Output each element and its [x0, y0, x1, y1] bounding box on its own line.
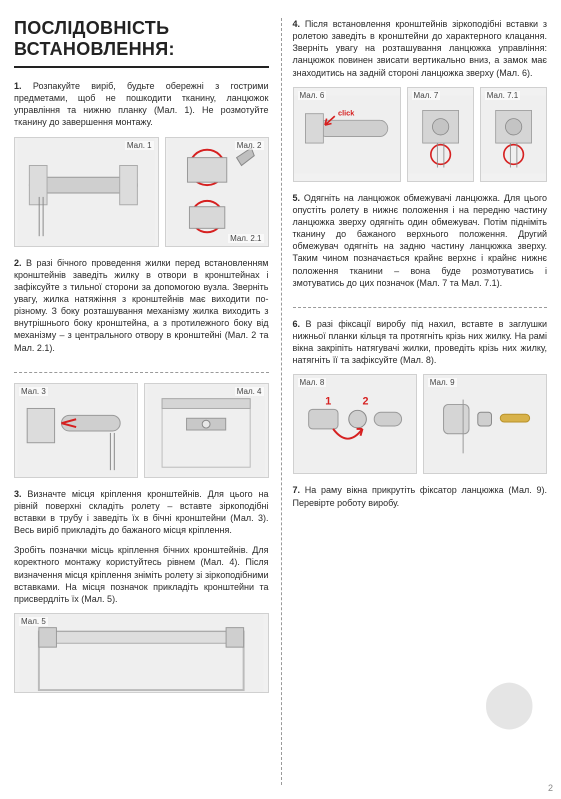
figure-mal8: Мал. 8 1 2 — [293, 374, 417, 474]
figure-mal2: Мал. 2 Мал. 2.1 — [165, 137, 269, 247]
figure-mal3: Мал. 3 — [14, 383, 138, 478]
figure-caption: Мал. 2.1 — [228, 234, 263, 243]
step-number: 7. — [293, 485, 301, 495]
step-text: Після встановлення кронштейнів зіркоподі… — [293, 19, 548, 78]
figure-caption: Мал. 9 — [428, 378, 457, 387]
step-5: 5. Одягніть на ланцюжок обмежувачі ланцю… — [293, 192, 548, 289]
step-number: 4. — [293, 19, 301, 29]
step-text: Розпакуйте виріб, будьте обережні з гост… — [14, 81, 269, 127]
figure-caption: Мал. 4 — [235, 387, 264, 396]
figure-mal71: Мал. 7.1 — [480, 87, 547, 182]
figure-row-3: Мал. 5 — [14, 613, 269, 693]
figure-caption: Мал. 1 — [125, 141, 154, 150]
step-text: В разі фіксації виробу під нахил, вставт… — [293, 319, 548, 365]
step-number: 6. — [293, 319, 301, 329]
step-6: 6. В разі фіксації виробу під нахил, вст… — [293, 318, 548, 367]
svg-text:1: 1 — [325, 396, 331, 408]
figure-caption: Мал. 2 — [235, 141, 264, 150]
svg-text:2: 2 — [362, 396, 368, 408]
click-label: click — [338, 108, 355, 117]
figure-row-1: Мал. 1 Мал. 2 Мал. 2.1 — [14, 137, 269, 247]
instruction-page: ⬤ ⬤ ПОСЛІДОВНІСТЬ ВСТАНОВЛЕННЯ: 1. Розпа… — [0, 0, 561, 799]
figure-mal9: Мал. 9 — [423, 374, 547, 474]
step-3: 3. Визначте місця кріплення кронштейнів.… — [14, 488, 269, 537]
figure-mal5: Мал. 5 — [14, 613, 269, 693]
figure-row-6: Мал. 8 1 2 Мал. 9 — [293, 374, 548, 474]
page-number: 2 — [548, 783, 553, 793]
watermark-icon: ⬤ — [484, 675, 535, 729]
step-2: 2. В разі бічного проведення жилки перед… — [14, 257, 269, 354]
figure-caption: Мал. 7 — [412, 91, 441, 100]
step-4: 4. Після встановлення кронштейнів зіркоп… — [293, 18, 548, 79]
vertical-divider — [281, 18, 282, 785]
step-text: Зробіть позначки місць кріплення бічних … — [14, 545, 269, 604]
figure-caption: Мал. 5 — [19, 617, 48, 626]
right-column: 4. Після встановлення кронштейнів зіркоп… — [281, 18, 548, 785]
figure-row-4: Мал. 6 click Мал. 7 — [293, 87, 548, 182]
step-1: 1. Розпакуйте виріб, будьте обережні з г… — [14, 80, 269, 129]
figure-caption: Мал. 8 — [298, 378, 327, 387]
horizontal-divider — [14, 372, 269, 373]
figure-caption: Мал. 6 — [298, 91, 327, 100]
horizontal-divider — [293, 307, 548, 308]
figure-row-2: Мал. 3 Мал. 4 — [14, 383, 269, 478]
figure-mal7: Мал. 7 — [407, 87, 474, 182]
step-text: Одягніть на ланцюжок обмежувачі ланцюжка… — [293, 193, 548, 288]
page-title: ПОСЛІДОВНІСТЬ ВСТАНОВЛЕННЯ: — [14, 18, 269, 68]
step-3b: Зробіть позначки місць кріплення бічних … — [14, 544, 269, 605]
step-text: На раму вікна прикрутіть фіксатор ланцюж… — [293, 485, 548, 507]
left-column: ПОСЛІДОВНІСТЬ ВСТАНОВЛЕННЯ: 1. Розпакуйт… — [14, 18, 281, 785]
figure-mal4: Мал. 4 — [144, 383, 268, 478]
step-number: 5. — [293, 193, 301, 203]
step-text: В разі бічного проведення жилки перед вс… — [14, 258, 269, 353]
step-number: 3. — [14, 489, 22, 499]
figure-mal6: Мал. 6 click — [293, 87, 401, 182]
step-text: Визначте місця кріплення кронштейнів. Дл… — [14, 489, 269, 535]
figure-caption: Мал. 3 — [19, 387, 48, 396]
step-number: 2. — [14, 258, 22, 268]
figure-caption: Мал. 7.1 — [485, 91, 520, 100]
figure-mal1: Мал. 1 — [14, 137, 159, 247]
step-number: 1. — [14, 81, 22, 91]
step-7: 7. На раму вікна прикрутіть фіксатор лан… — [293, 484, 548, 508]
